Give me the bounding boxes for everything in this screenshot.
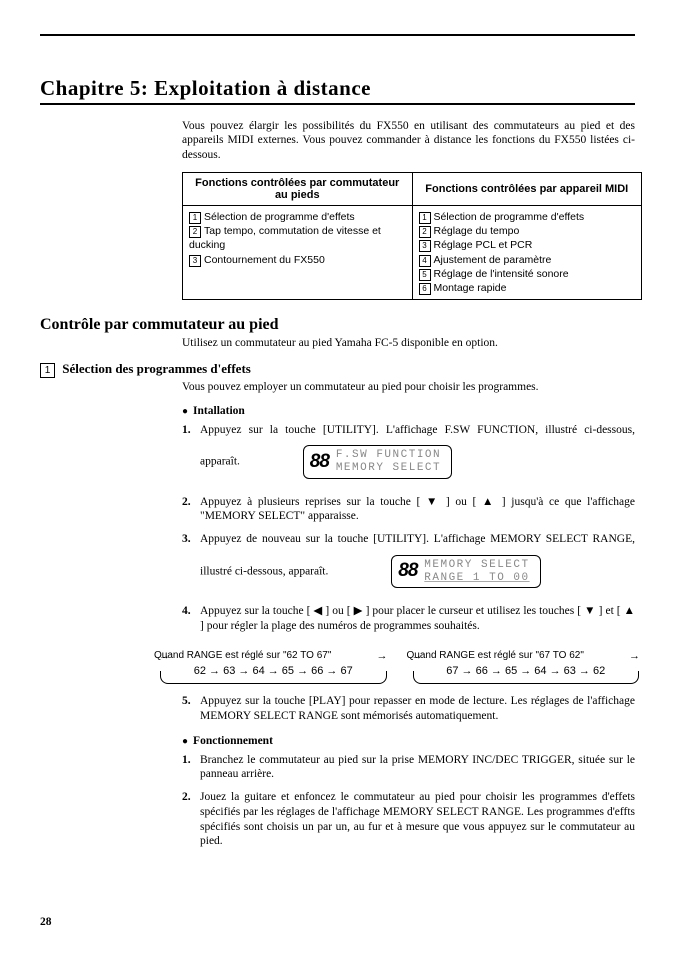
content-body: Intallation Appuyez sur la touche [UTILI… (182, 404, 635, 849)
table-cell-left: 1Sélection de programme d'effets 2Tap te… (183, 206, 413, 300)
functions-table: Fonctions contrôlées par commutateur au … (182, 172, 642, 300)
arrow-icon: → (629, 649, 640, 663)
step: Appuyez de nouveau sur la touche [UTILIT… (196, 532, 635, 596)
arrow-icon: → (159, 649, 170, 663)
step: Appuyez sur la touche [PLAY] pour repass… (196, 694, 635, 723)
table-head-right: Fonctions contrôlées par appareil MIDI (412, 173, 642, 206)
intro-paragraph: Vous pouvez élargir les possibilités du … (182, 119, 635, 162)
subsection-number: 1 (40, 363, 55, 378)
subsection-sub: Vous pouvez employer un commutateur au p… (182, 380, 635, 394)
step: Branchez le commutateur au pied sur la p… (196, 753, 635, 782)
installation-steps-cont: Appuyez sur la touche [PLAY] pour repass… (182, 694, 635, 723)
step: Jouez la guitare et enfoncez le commutat… (196, 790, 635, 849)
arrow-icon: → (412, 649, 423, 663)
step: Appuyez à plusieurs reprises sur la touc… (196, 495, 635, 524)
step: Appuyez sur la touche [UTILITY]. L'affic… (196, 423, 635, 487)
step: Appuyez sur la touche [ ◀ ] ou [ ▶ ] pou… (196, 604, 635, 633)
page-number: 28 (40, 916, 52, 928)
lcd-display: 88 MEMORY SELECT RANGE 1 TO 00 (391, 555, 540, 588)
table-head-left: Fonctions contrôlées par commutateur au … (183, 173, 413, 206)
range-left: Quand RANGE est réglé sur "62 TO 67" 62 … (154, 642, 393, 685)
installation-head: Intallation (182, 404, 635, 419)
section-heading: Contrôle par commutateur au pied (40, 316, 635, 334)
operation-steps: Branchez le commutateur au pied sur la p… (182, 753, 635, 849)
arrow-icon: → (377, 649, 388, 663)
top-rule (40, 34, 635, 36)
manual-page: Chapitre 5: Exploitation à distance Vous… (0, 0, 675, 954)
section-sub: Utilisez un commutateur au pied Yamaha F… (182, 336, 635, 350)
range-examples: Quand RANGE est réglé sur "62 TO 67" 62 … (154, 642, 645, 685)
title-underline (40, 103, 635, 105)
subsection-heading: 1 Sélection des programmes d'effets (40, 361, 635, 378)
lcd-display: 88 F.SW FUNCTION MEMORY SELECT (303, 445, 452, 478)
table-cell-right: 1Sélection de programme d'effets 2Réglag… (412, 206, 642, 300)
installation-steps: Appuyez sur la touche [UTILITY]. L'affic… (182, 423, 635, 634)
chapter-title: Chapitre 5: Exploitation à distance (40, 76, 635, 101)
operation-head: Fonctionnement (182, 734, 635, 749)
range-right: Quand RANGE est réglé sur "67 TO 62" 67 … (407, 642, 646, 685)
